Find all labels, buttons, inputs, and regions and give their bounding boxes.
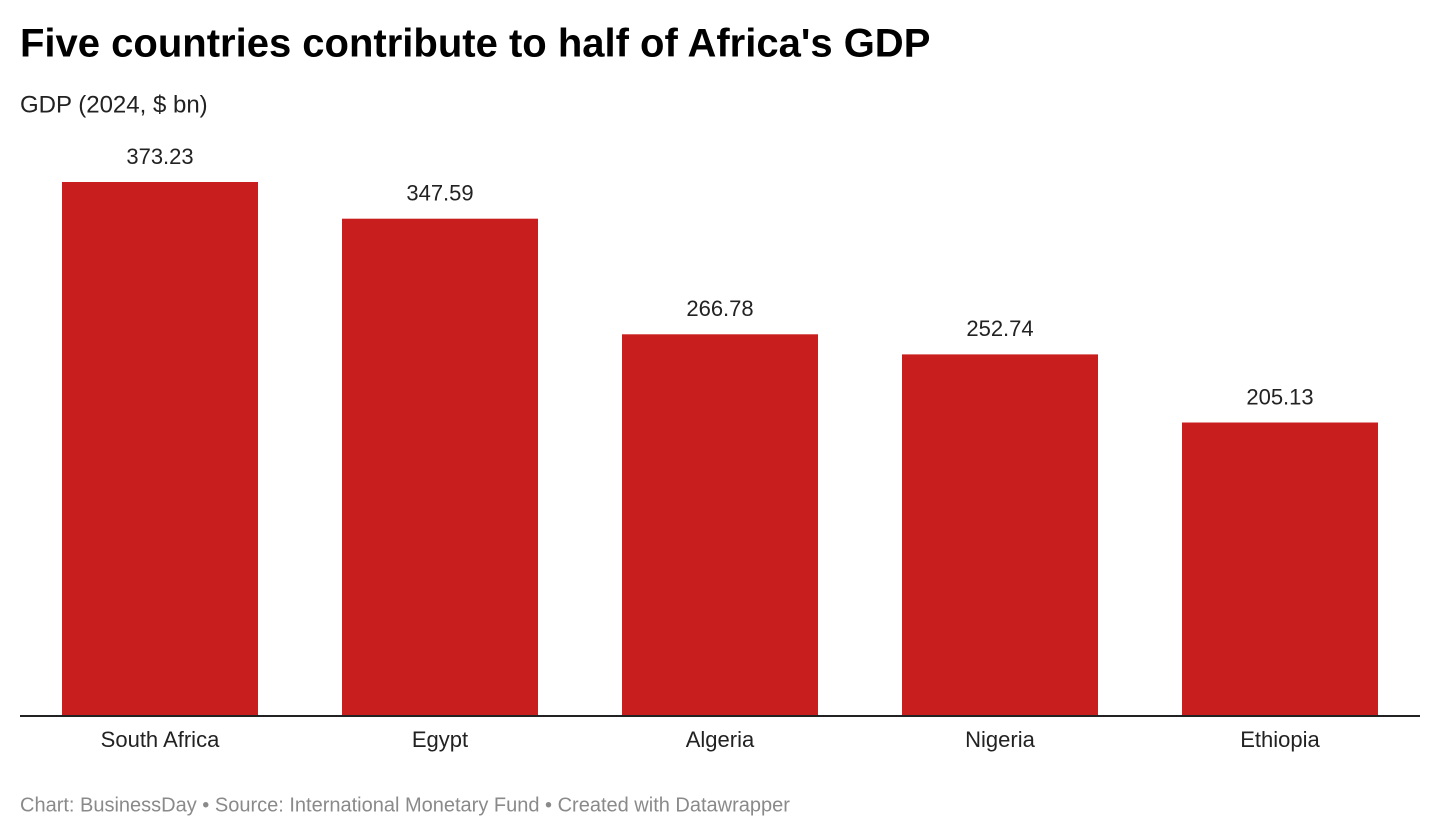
x-tick-label: Algeria [686, 727, 755, 752]
x-tick-label: Nigeria [965, 727, 1035, 752]
bar [62, 182, 258, 716]
x-tick-label: Ethiopia [1240, 727, 1320, 752]
footer: Chart: BusinessDay • Source: Internation… [20, 794, 790, 816]
chart-title: Five countries contribute to half of Afr… [20, 22, 930, 66]
value-label: 252.74 [966, 316, 1033, 341]
value-label: 205.13 [1246, 384, 1313, 409]
bar [902, 354, 1098, 716]
x-tick-label: South Africa [101, 727, 220, 752]
bar [1182, 422, 1378, 716]
bar [342, 218, 538, 716]
value-label: 373.23 [126, 144, 193, 169]
value-label: 347.59 [406, 180, 473, 205]
bar [622, 334, 818, 716]
chart-subtitle: GDP (2024, $ bn) [20, 91, 208, 118]
x-tick-label: Egypt [412, 727, 468, 752]
value-label: 266.78 [686, 296, 753, 321]
